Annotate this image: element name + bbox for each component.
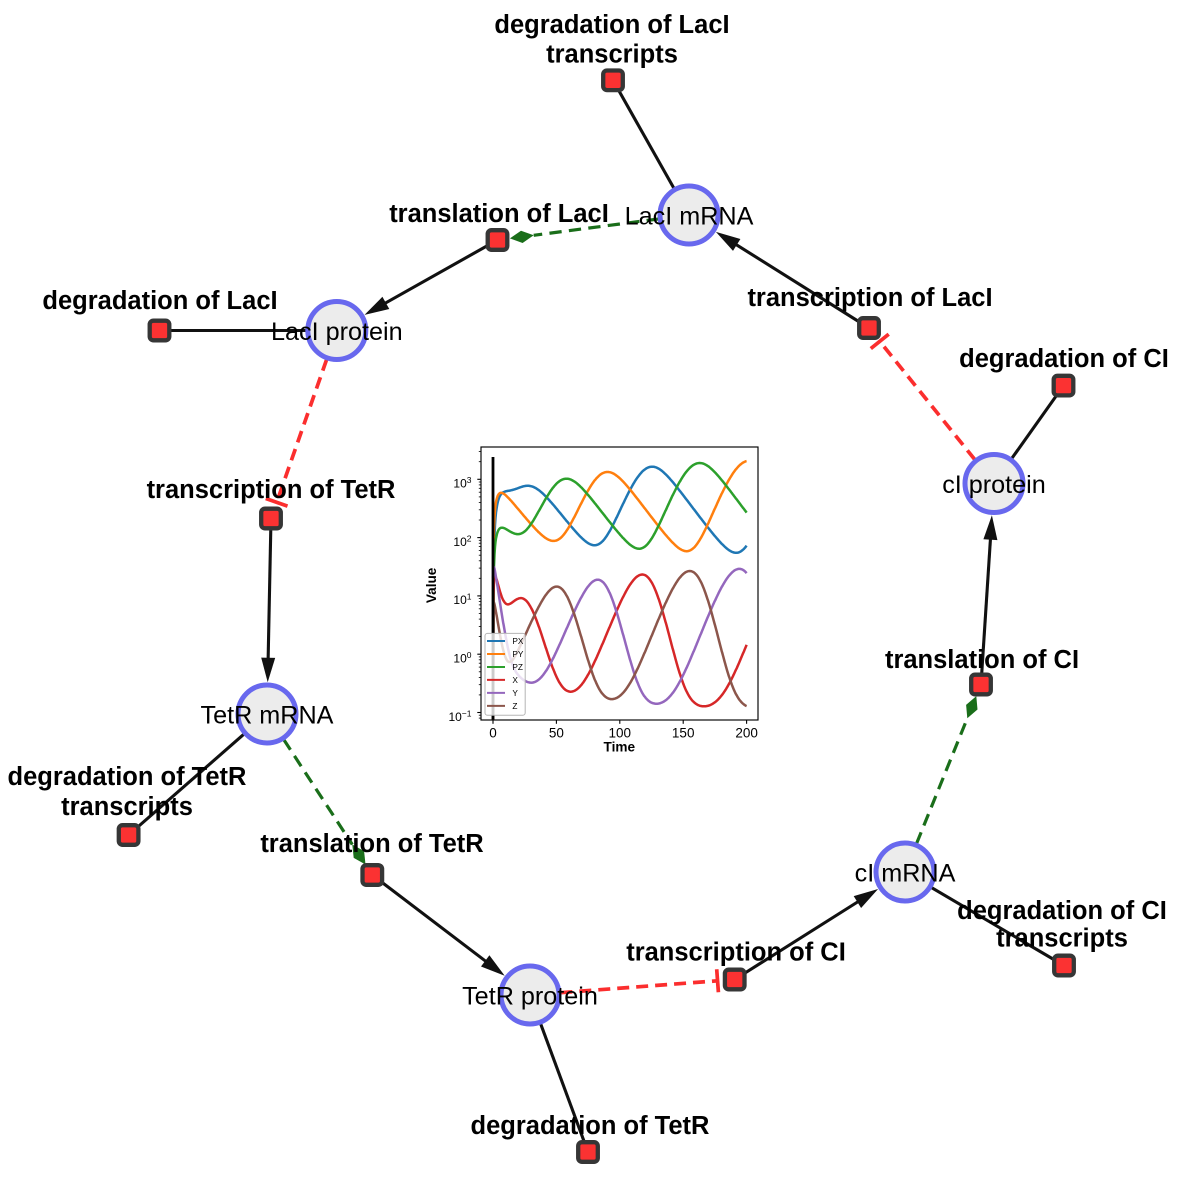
svg-text:LacI mRNA: LacI mRNA (625, 202, 754, 230)
svg-text:200: 200 (735, 726, 758, 741)
svg-text:translation of TetR: translation of TetR (260, 830, 483, 858)
svg-text:0: 0 (489, 726, 497, 741)
svg-text:degradation of LacI: degradation of LacI (494, 11, 729, 39)
svg-text:cI protein: cI protein (942, 471, 1046, 499)
svg-text:Y: Y (512, 688, 518, 698)
svg-text:PY: PY (512, 649, 524, 659)
svg-text:translation of LacI: translation of LacI (389, 200, 609, 228)
svg-text:100: 100 (609, 726, 632, 741)
svg-text:Value: Value (424, 567, 439, 603)
svg-text:cI mRNA: cI mRNA (855, 859, 956, 887)
svg-text:PX: PX (512, 636, 524, 646)
svg-text:Z: Z (512, 701, 517, 711)
svg-text:transcripts: transcripts (61, 793, 193, 821)
svg-text:X: X (512, 675, 518, 685)
svg-text:transcription of TetR: transcription of TetR (147, 476, 396, 504)
svg-text:transcription of CI: transcription of CI (626, 939, 846, 967)
svg-text:translation of CI: translation of CI (885, 646, 1079, 674)
svg-text:Time: Time (604, 739, 636, 754)
svg-text:degradation of TetR: degradation of TetR (8, 763, 247, 791)
svg-text:degradation of CI: degradation of CI (957, 897, 1167, 925)
svg-text:degradation of LacI: degradation of LacI (42, 287, 277, 315)
svg-text:transcription of LacI: transcription of LacI (747, 284, 992, 312)
svg-text:TetR protein: TetR protein (462, 982, 598, 1010)
svg-text:TetR mRNA: TetR mRNA (201, 701, 334, 729)
svg-text:LacI protein: LacI protein (271, 318, 403, 346)
svg-text:50: 50 (549, 726, 564, 741)
svg-text:degradation of TetR: degradation of TetR (471, 1112, 710, 1140)
svg-text:PZ: PZ (512, 662, 523, 672)
svg-text:transcripts: transcripts (996, 925, 1128, 953)
svg-text:degradation of CI: degradation of CI (959, 345, 1169, 373)
svg-text:transcripts: transcripts (546, 41, 678, 69)
svg-text:150: 150 (672, 726, 695, 741)
